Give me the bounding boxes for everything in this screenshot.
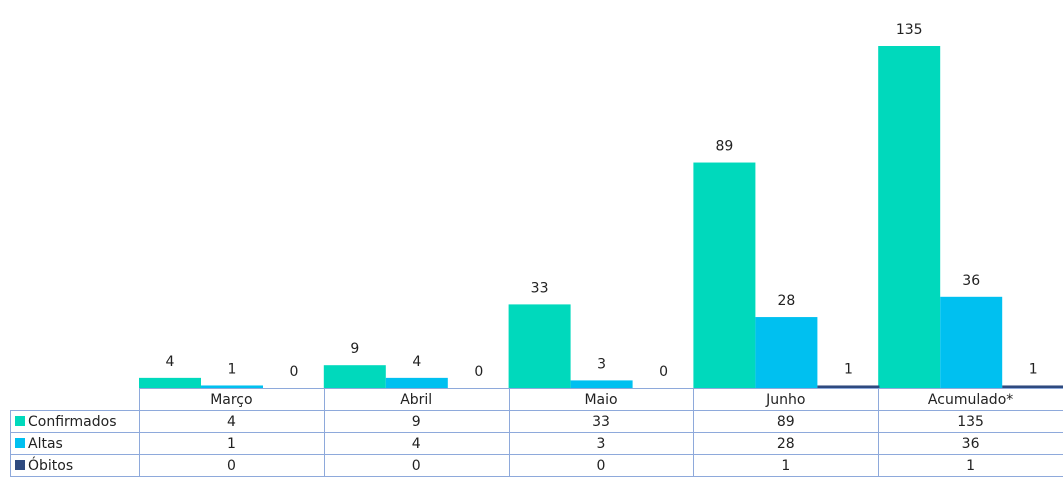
table-cell-obitos-acumulado: 1 (966, 458, 975, 474)
legend-label-obitos: Óbitos (28, 456, 73, 474)
x-tick-label-marco: Março (210, 392, 252, 408)
data-label-altas-junho: 28 (777, 293, 795, 309)
table-cell-confirmados-abril: 9 (412, 414, 421, 430)
bar-obitos-acumulado (1002, 385, 1063, 388)
table-cell-confirmados-maio: 33 (592, 414, 610, 430)
table-cell-altas-acumulado: 36 (962, 436, 980, 452)
bar-altas-maio (570, 380, 633, 388)
table-cell-altas-junho: 28 (777, 436, 795, 452)
bar-confirmados-junho (693, 162, 756, 388)
legend-label-altas: Altas (28, 436, 63, 452)
table-cell-obitos-junho: 1 (781, 458, 790, 474)
legend-swatch-confirmados (15, 416, 25, 426)
data-label-obitos-acumulado: 1 (1029, 361, 1038, 377)
data-label-confirmados-junho: 89 (715, 139, 733, 155)
table-cell-obitos-marco: 0 (227, 458, 236, 474)
legend-label-confirmados: Confirmados (28, 414, 117, 430)
table-cell-altas-marco: 1 (227, 436, 236, 452)
data-label-obitos-junho: 1 (844, 361, 853, 377)
data-label-confirmados-abril: 9 (350, 341, 359, 357)
table-cell-confirmados-junho: 89 (777, 414, 795, 430)
data-label-confirmados-marco: 4 (166, 354, 175, 370)
data-label-obitos-abril: 0 (474, 364, 483, 380)
bar-altas-acumulado (940, 296, 1003, 388)
x-tick-label-acumulado: Acumulado* (928, 392, 1013, 408)
table-cell-obitos-abril: 0 (412, 458, 421, 474)
table-cell-confirmados-marco: 4 (227, 414, 236, 430)
bar-obitos-junho (817, 385, 880, 388)
x-tick-label-junho: Junho (765, 392, 805, 408)
bar-altas-junho (755, 317, 818, 388)
data-label-altas-marco: 1 (228, 361, 237, 377)
data-label-confirmados-maio: 33 (531, 280, 549, 296)
table-cell-altas-maio: 3 (597, 436, 606, 452)
x-tick-label-abril: Abril (400, 392, 432, 408)
data-label-altas-maio: 3 (597, 356, 606, 372)
data-label-obitos-maio: 0 (659, 364, 668, 380)
table-cell-confirmados-acumulado: 135 (957, 414, 984, 430)
data-label-altas-acumulado: 36 (962, 273, 980, 289)
x-tick-label-maio: Maio (584, 392, 617, 408)
table-cell-altas-abril: 4 (412, 436, 421, 452)
data-label-altas-abril: 4 (412, 354, 421, 370)
legend-swatch-obitos (15, 460, 25, 470)
legend-swatch-altas (15, 438, 25, 448)
bar-confirmados-abril (323, 365, 386, 388)
bar-altas-marco (201, 385, 263, 388)
bar-confirmados-marco (139, 377, 201, 388)
bar-altas-abril (385, 377, 448, 388)
data-label-obitos-marco: 0 (290, 364, 299, 380)
table-cell-obitos-maio: 0 (597, 458, 606, 474)
bar-confirmados-maio (508, 304, 571, 388)
data-label-confirmados-acumulado: 135 (896, 22, 923, 38)
bar-confirmados-acumulado (878, 46, 941, 388)
